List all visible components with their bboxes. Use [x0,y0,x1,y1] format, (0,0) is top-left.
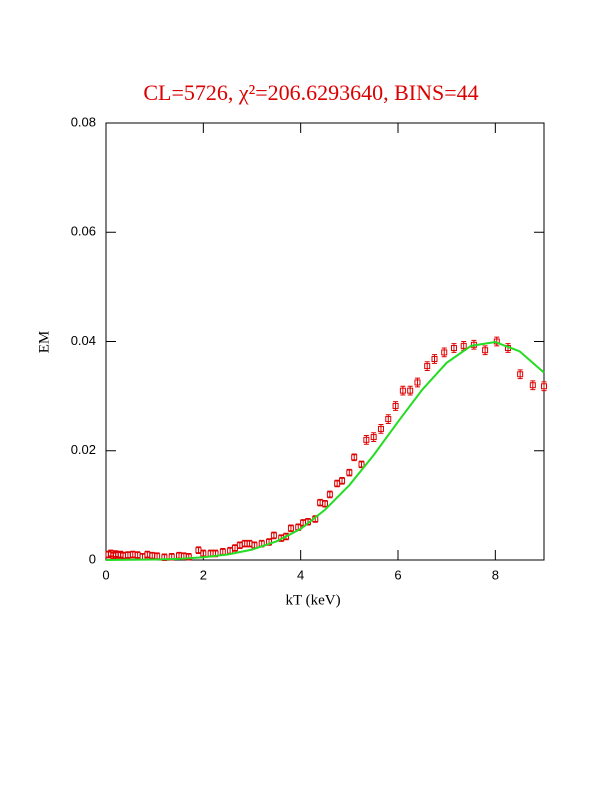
data-point [370,434,377,441]
error-bar [441,347,447,358]
error-bar [400,385,406,396]
x-tick-label: 8 [492,567,499,582]
data-point [450,345,457,352]
chart-title: CL=5726, χ²=206.6293640, BINS=44 [143,80,478,105]
error-bar [432,354,437,364]
data-point [339,477,346,484]
data-point [287,525,294,532]
x-tick-label: 2 [200,567,207,582]
data-point [414,379,421,386]
data-point [482,347,489,354]
data-point [431,355,438,362]
error-bar [414,377,420,388]
error-bar [530,380,536,391]
error-bar [371,432,377,442]
data-point [529,382,536,389]
y-tick-label: 0 [89,551,96,566]
error-bar [424,361,430,371]
data-point [424,363,431,370]
error-bar [451,343,457,353]
data-point [541,383,547,390]
data-point [322,500,328,507]
data-point [392,402,399,409]
y-tick-label: 0.02 [71,442,96,457]
x-axis-label: kT (keV) [285,592,340,608]
data-point [358,461,365,468]
error-bar [517,369,523,380]
model-curve [105,341,545,561]
data-point [270,532,277,539]
x-tick-label: 4 [297,567,304,582]
y-tick-label: 0.06 [71,224,96,239]
y-tick-label: 0.04 [71,333,96,348]
plot-frame [105,122,545,561]
error-bar [407,385,413,396]
error-bar [482,345,488,356]
data-point [283,533,290,540]
data-point [460,342,467,349]
data-point [385,416,392,423]
error-bar [378,424,384,434]
data-point [517,371,524,378]
error-bar [393,401,399,411]
data-point [346,469,353,476]
data-point [351,454,358,461]
data-point [377,425,384,432]
error-bar [541,381,547,392]
data-point [363,436,370,443]
error-bar [363,434,369,445]
data-point [441,349,448,356]
data-point [407,387,414,394]
y-axis-label: EM [36,331,52,354]
data-point [326,491,333,498]
data-point [200,550,207,557]
error-bar [385,414,391,424]
x-tick-label: 0 [102,567,109,582]
data-point [399,387,406,394]
x-tick-label: 6 [394,567,401,582]
y-tick-label: 0.08 [71,114,96,129]
